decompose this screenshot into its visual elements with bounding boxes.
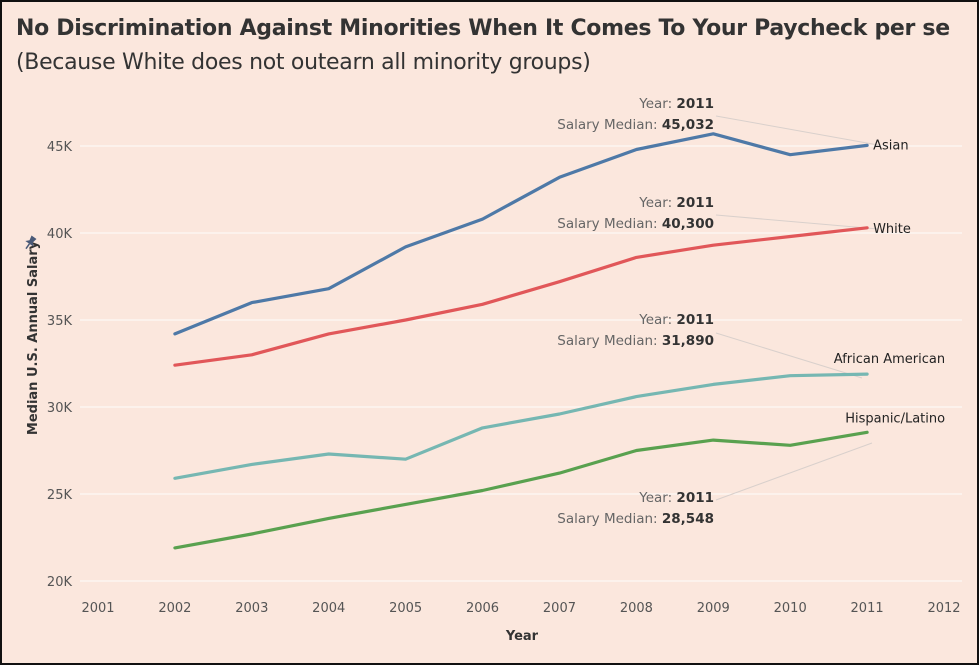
x-tick-label: 2009	[697, 601, 730, 616]
annotation-year-row: Year: 2011	[638, 490, 714, 506]
annotation-leader	[715, 214, 879, 230]
y-tick-label: 40K	[47, 227, 73, 242]
annotation-leader	[715, 115, 879, 146]
x-tick-label: 2006	[466, 601, 499, 616]
x-tick-label: 2010	[774, 601, 807, 616]
series-line-asian[interactable]	[173, 132, 869, 336]
y-tick-label: 30K	[47, 401, 73, 416]
annotation: Year: 2011 Salary Median: 45,032	[557, 96, 714, 133]
series-line-hispanic-latino[interactable]	[173, 430, 869, 550]
annotation-median-label: Salary Median:	[557, 117, 662, 133]
annotation-median-value: 40,300	[662, 216, 714, 232]
annotation-year-value: 2011	[676, 490, 714, 506]
chart-subtitle: (Because White does not outearn all mino…	[16, 50, 591, 75]
series-labels: Asian White African American Hispanic/Latin…	[834, 138, 945, 426]
x-tick-label: 2008	[620, 601, 653, 616]
annotation-year-row: Year: 2011	[638, 195, 714, 211]
annotation-year-label: Year:	[638, 195, 676, 211]
x-tick-label: 2001	[81, 601, 114, 616]
annotation-median-row: Salary Median: 45,032	[557, 117, 714, 133]
annotation-leader	[715, 332, 863, 379]
annotation-year-label: Year:	[638, 312, 676, 328]
series-label-hispanic-latino: Hispanic/Latino	[845, 411, 945, 426]
annotation-year-value: 2011	[676, 195, 714, 211]
x-tick-label: 2002	[158, 601, 191, 616]
annotation-median-value: 31,890	[662, 333, 714, 349]
gridlines	[80, 145, 962, 582]
annotation-median-value: 45,032	[662, 117, 714, 133]
series-lines	[173, 132, 869, 550]
x-axis-title: Year	[505, 629, 539, 644]
annotation-year-value: 2011	[676, 312, 714, 328]
series-label-african-american: African American	[834, 352, 945, 367]
x-tick-label: 2007	[543, 601, 576, 616]
series-line-african-american[interactable]	[173, 372, 869, 480]
pin-icon[interactable]	[22, 234, 38, 251]
annotation-median-value: 28,548	[662, 511, 714, 527]
annotation-leaders	[715, 115, 879, 501]
annotation-year-label: Year:	[638, 490, 676, 506]
x-tick-label: 2011	[851, 601, 884, 616]
x-tick-label: 2005	[389, 601, 422, 616]
x-tick-label: 2004	[312, 601, 345, 616]
chart-title: No Discrimination Against Minorities Whe…	[16, 16, 950, 41]
y-tick-label: 45K	[47, 140, 73, 155]
annotation-median-row: Salary Median: 31,890	[557, 333, 714, 349]
annotation-median-label: Salary Median:	[557, 511, 662, 527]
annotation-median-row: Salary Median: 40,300	[557, 216, 714, 232]
x-tick-label: 2003	[235, 601, 268, 616]
series-line-white[interactable]	[173, 226, 869, 367]
y-axis-ticks: 20K 25K 30K 35K 40K 45K	[47, 140, 73, 590]
annotation: Year: 2011 Salary Median: 31,890	[557, 312, 714, 349]
annotation-median-label: Salary Median:	[557, 333, 662, 349]
annotation-year-row: Year: 2011	[638, 96, 714, 112]
annotation-leader	[715, 442, 873, 501]
y-axis-title: Median U.S. Annual Salary	[26, 240, 41, 435]
y-tick-label: 25K	[47, 488, 73, 503]
annotation-year-value: 2011	[676, 96, 714, 112]
x-tick-label: 2012	[927, 601, 960, 616]
annotation-year-row: Year: 2011	[638, 312, 714, 328]
annotation-median-row: Salary Median: 28,548	[557, 511, 714, 527]
y-tick-label: 35K	[47, 314, 73, 329]
series-label-white: White	[873, 222, 911, 237]
annotation: Year: 2011 Salary Median: 40,300	[557, 195, 714, 232]
series-label-asian: Asian	[873, 138, 908, 153]
annotation-median-label: Salary Median:	[557, 216, 662, 232]
y-tick-label: 20K	[47, 575, 73, 590]
x-axis-ticks: 2001 2002 2003 2004 2005 2006 2007 2008 2009 2010…	[81, 601, 960, 616]
annotation-year-label: Year:	[638, 96, 676, 112]
annotation: Year: 2011 Salary Median: 28,548	[557, 490, 714, 527]
